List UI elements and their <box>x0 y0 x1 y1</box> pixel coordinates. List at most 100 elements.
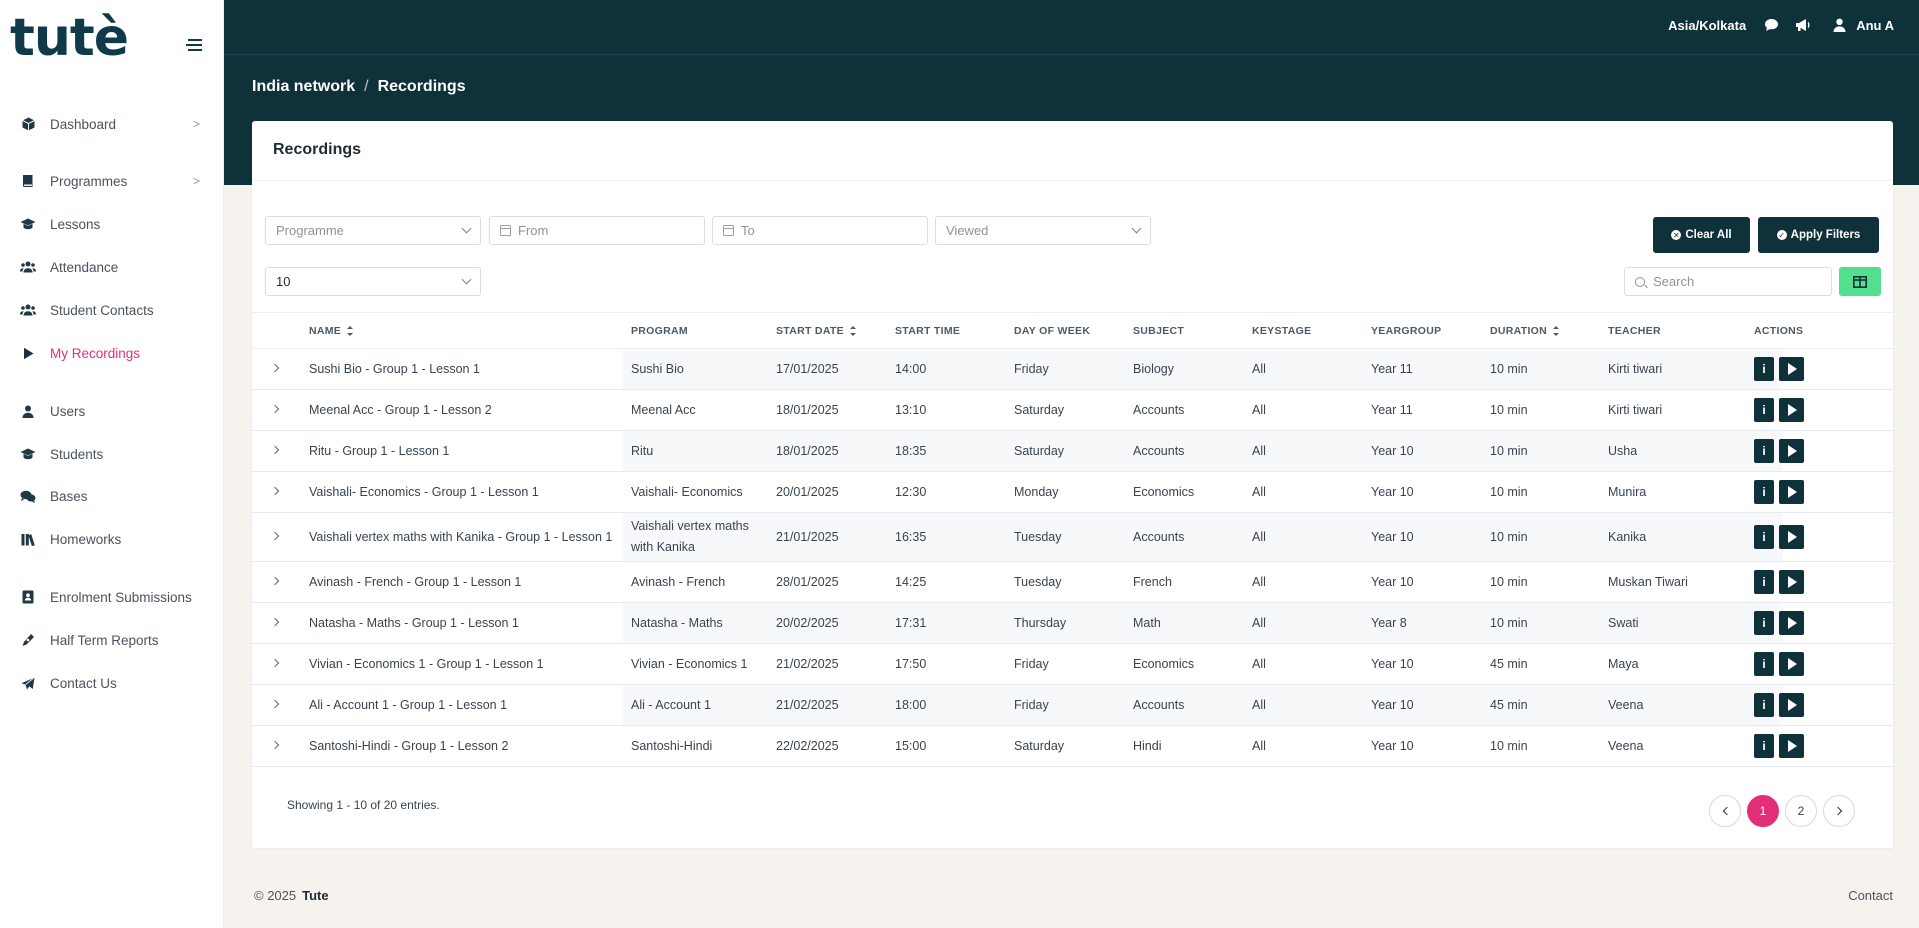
cell-program: Vaishali vertex maths with Kanika <box>631 519 749 554</box>
sidebar-item-student-contacts[interactable]: Student Contacts <box>0 295 224 325</box>
sidebar-item-dashboard[interactable]: Dashboard > <box>0 109 224 139</box>
sidebar-item-contact-us[interactable]: Contact Us <box>0 668 224 698</box>
info-button[interactable]: i <box>1754 480 1774 504</box>
play-recording-button[interactable] <box>1779 480 1804 504</box>
sidebar-item-half-term-reports[interactable]: Half Term Reports <box>0 625 224 655</box>
table-row[interactable]: Santoshi-Hindi - Group 1 - Lesson 2 Santo… <box>252 726 1893 767</box>
chevron-left-icon <box>1722 806 1731 816</box>
expand-row-chevron-icon[interactable] <box>270 658 280 668</box>
chat-bubbles-icon <box>20 488 36 504</box>
sidebar-item-users[interactable]: Users <box>0 396 224 426</box>
sort-icon[interactable] <box>1553 326 1560 336</box>
cell-name: Meenal Acc - Group 1 - Lesson 2 <box>309 403 492 417</box>
search-input[interactable] <box>1653 274 1813 289</box>
sidebar-item-label: Contact Us <box>50 675 117 691</box>
column-header-start-date[interactable]: START DATE <box>776 325 856 337</box>
sidebar-item-label: Dashboard <box>50 116 117 132</box>
to-date-field[interactable]: To <box>712 216 928 245</box>
footer-contact-link[interactable]: Contact <box>1848 888 1893 903</box>
sidebar-item-label: Half Term Reports <box>50 632 159 648</box>
expand-row-chevron-icon[interactable] <box>270 576 280 586</box>
expand-row-chevron-icon[interactable] <box>270 486 280 496</box>
info-button[interactable]: i <box>1754 570 1774 594</box>
header-tools: Asia/Kolkata Anu A <box>1668 14 1894 36</box>
column-toggle-button[interactable] <box>1839 267 1881 296</box>
menu-toggle-icon[interactable] <box>186 39 202 54</box>
table-row[interactable]: Vivian - Economics 1 - Group 1 - Lesson … <box>252 644 1893 685</box>
cell-start-date: 18/01/2025 <box>776 403 839 417</box>
table-row[interactable]: Meenal Acc - Group 1 - Lesson 2 Meenal Ac… <box>252 390 1893 431</box>
from-date-field[interactable]: From <box>489 216 705 245</box>
sidebar-item-programmes[interactable]: Programmes > <box>0 166 224 196</box>
sidebar-item-attendance[interactable]: Attendance <box>0 252 224 282</box>
table-row[interactable]: Sushi Bio - Group 1 - Lesson 1 Sushi Bio 1… <box>252 349 1893 390</box>
expand-row-chevron-icon[interactable] <box>270 617 280 627</box>
column-header-name[interactable]: NAME <box>309 325 354 337</box>
play-recording-button[interactable] <box>1779 734 1804 758</box>
column-header-duration[interactable]: DURATION <box>1490 325 1560 337</box>
expand-row-chevron-icon[interactable] <box>270 445 280 455</box>
expand-row-chevron-icon[interactable] <box>270 531 280 541</box>
cell-start-time: 17:31 <box>895 616 927 630</box>
table-row[interactable]: Ali - Account 1 - Group 1 - Lesson 1 Ali … <box>252 685 1893 726</box>
play-recording-button[interactable] <box>1779 398 1804 422</box>
programme-select[interactable]: Programme <box>265 216 481 245</box>
apply-filters-button[interactable]: ✓ Apply Filters <box>1758 217 1879 253</box>
page-2-button[interactable]: 2 <box>1785 795 1817 827</box>
user-name[interactable]: Anu A <box>1856 17 1894 33</box>
viewed-select[interactable]: Viewed <box>935 216 1151 245</box>
sidebar-item-enrolment-submissions[interactable]: Enrolment Submissions <box>0 582 224 612</box>
row-stripe <box>623 431 1783 471</box>
sidebar-item-students[interactable]: Students <box>0 439 224 469</box>
info-button[interactable]: i <box>1754 357 1774 381</box>
chat-icon[interactable] <box>1764 18 1779 32</box>
expand-row-chevron-icon[interactable] <box>270 363 280 373</box>
info-button[interactable]: i <box>1754 693 1774 717</box>
play-recording-button[interactable] <box>1779 693 1804 717</box>
play-recording-button[interactable] <box>1779 357 1804 381</box>
sort-icon[interactable] <box>347 326 354 336</box>
sidebar-item-my-recordings[interactable]: My Recordings <box>0 338 224 368</box>
prev-page-button[interactable] <box>1709 795 1741 827</box>
user-icon <box>20 403 36 419</box>
chevron-down-icon <box>1131 223 1142 234</box>
sidebar-item-lessons[interactable]: Lessons <box>0 209 224 239</box>
page-1-button[interactable]: 1 <box>1747 795 1779 827</box>
play-recording-button[interactable] <box>1779 652 1804 676</box>
tute-logo[interactable]: tutè <box>10 8 129 68</box>
sidebar-item-homeworks[interactable]: Homeworks <box>0 524 224 554</box>
user-avatar-icon[interactable] <box>1833 18 1846 32</box>
cell-yeargroup: Year 10 <box>1371 444 1414 458</box>
info-button[interactable]: i <box>1754 652 1774 676</box>
info-button[interactable]: i <box>1754 398 1774 422</box>
play-icon <box>1788 404 1797 416</box>
info-button[interactable]: i <box>1754 734 1774 758</box>
sort-icon[interactable] <box>849 326 856 336</box>
info-button[interactable]: i <box>1754 439 1774 463</box>
play-recording-button[interactable] <box>1779 439 1804 463</box>
cell-name: Ritu - Group 1 - Lesson 1 <box>309 444 450 458</box>
play-recording-button[interactable] <box>1779 525 1804 549</box>
table-row[interactable]: Natasha - Maths - Group 1 - Lesson 1 Nata… <box>252 603 1893 644</box>
info-button[interactable]: i <box>1754 611 1774 635</box>
play-icon <box>1788 617 1797 629</box>
table-row[interactable]: Vaishali vertex maths with Kanika - Grou… <box>252 513 1893 562</box>
breadcrumb-parent[interactable]: India network <box>252 78 356 95</box>
timezone-label[interactable]: Asia/Kolkata <box>1668 17 1747 33</box>
page-size-select[interactable]: 10 <box>265 267 481 296</box>
table-row[interactable]: Avinash - French - Group 1 - Lesson 1 Avi… <box>252 562 1893 603</box>
play-recording-button[interactable] <box>1779 611 1804 635</box>
next-page-button[interactable] <box>1823 795 1855 827</box>
sidebar-item-bases[interactable]: Bases <box>0 481 224 511</box>
cell-yeargroup: Year 10 <box>1371 530 1414 544</box>
expand-row-chevron-icon[interactable] <box>270 740 280 750</box>
clear-all-button[interactable]: ✕ Clear All <box>1653 217 1750 253</box>
expand-row-chevron-icon[interactable] <box>270 404 280 414</box>
table-row[interactable]: Vaishali- Economics - Group 1 - Lesson 1… <box>252 472 1893 513</box>
expand-row-chevron-icon[interactable] <box>270 699 280 709</box>
play-recording-button[interactable] <box>1779 570 1804 594</box>
table-row[interactable]: Ritu - Group 1 - Lesson 1 Ritu 18/01/2025 1… <box>252 431 1893 472</box>
megaphone-icon[interactable] <box>1795 18 1811 32</box>
info-button[interactable]: i <box>1754 525 1774 549</box>
cell-yeargroup: Year 10 <box>1371 657 1414 671</box>
